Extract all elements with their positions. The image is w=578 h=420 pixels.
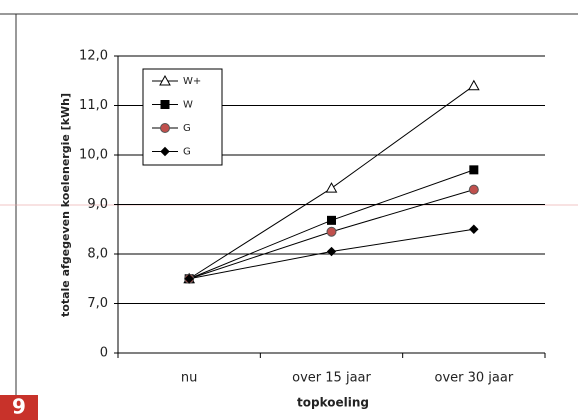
y-tick-label: 11,0 [79,98,108,113]
legend-label: W [183,100,193,111]
point [326,246,337,257]
y-tick-label: 10,0 [79,148,108,163]
point [184,274,194,284]
legend-label: G [183,123,191,134]
point [326,226,337,237]
figure-number: 9 [12,395,26,419]
legend-marker [160,123,170,133]
point [327,215,336,225]
legend-marker [160,146,170,157]
figure-badge [0,395,38,420]
y-axis-title: totale afgegeven koelenergie [kWh] [59,93,72,317]
y-tick-label: 9,0 [87,197,108,212]
legend-marker [159,74,171,86]
point [467,79,480,91]
point [469,224,479,234]
point [325,182,338,193]
x-axis-title: topkoeling [297,396,369,410]
legend-marker [160,100,170,109]
x-tick-label: over 30 jaar [434,371,513,386]
legend-label: G [183,147,191,158]
y-tick-label: 7,0 [87,296,108,311]
point [468,184,479,195]
y-tick-label: 12,0 [79,49,108,64]
x-tick-label: over 15 jaar [292,371,371,386]
legend-box [142,68,223,166]
y-tick-label: 8,0 [87,247,108,262]
x-tick-label: nu [181,371,197,386]
y-tick-label: 0 [100,346,108,361]
legend-label: W+ [183,76,201,87]
point [469,165,479,175]
